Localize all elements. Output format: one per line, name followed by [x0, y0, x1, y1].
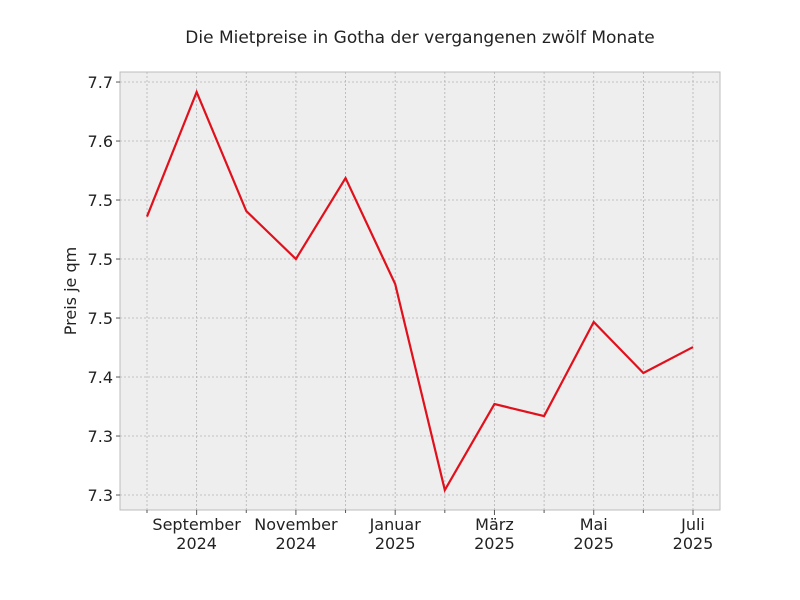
y-tick-label: 7.4: [88, 368, 113, 387]
y-tick-label: 7.3: [88, 486, 113, 505]
x-tick-label: November 2024: [254, 515, 338, 553]
x-tick-label: September 2024: [152, 515, 241, 553]
line-series: [145, 89, 694, 493]
y-tick-label: 7.7: [88, 73, 113, 92]
plot-area: [119, 71, 721, 511]
x-tick-label: Juli 2025: [673, 515, 714, 553]
y-tick-label: 7.3: [88, 427, 113, 446]
y-tick-label: 7.5: [88, 250, 113, 269]
x-tick-label: März 2025: [474, 515, 515, 553]
y-axis-label: Preis je qm: [61, 247, 80, 335]
y-tick-label: 7.5: [88, 309, 113, 328]
y-tick-label: 7.5: [88, 191, 113, 210]
x-tick-label: Mai 2025: [573, 515, 614, 553]
chart-title: Die Mietpreise in Gotha der vergangenen …: [185, 28, 654, 48]
y-tick-label: 7.6: [88, 132, 113, 151]
x-tick-label: Januar 2025: [369, 515, 422, 553]
